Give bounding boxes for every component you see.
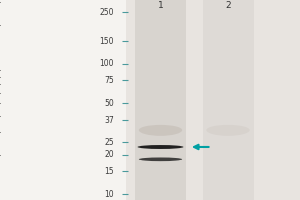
Text: 75: 75: [104, 76, 114, 85]
Bar: [202, 0, 253, 200]
Text: 250: 250: [100, 8, 114, 17]
Text: 37: 37: [104, 116, 114, 125]
Text: 25: 25: [104, 138, 114, 147]
Text: 2: 2: [225, 1, 231, 10]
Text: 1: 1: [158, 1, 164, 10]
Text: 100: 100: [100, 59, 114, 68]
Text: 10: 10: [104, 190, 114, 199]
Ellipse shape: [206, 125, 250, 136]
Text: 15: 15: [104, 167, 114, 176]
Bar: [126, 0, 300, 200]
Bar: [135, 0, 186, 200]
Text: 20: 20: [104, 150, 114, 159]
Ellipse shape: [139, 125, 182, 136]
Ellipse shape: [138, 145, 184, 149]
Ellipse shape: [139, 157, 182, 161]
Text: 50: 50: [104, 99, 114, 108]
Text: 150: 150: [100, 37, 114, 46]
